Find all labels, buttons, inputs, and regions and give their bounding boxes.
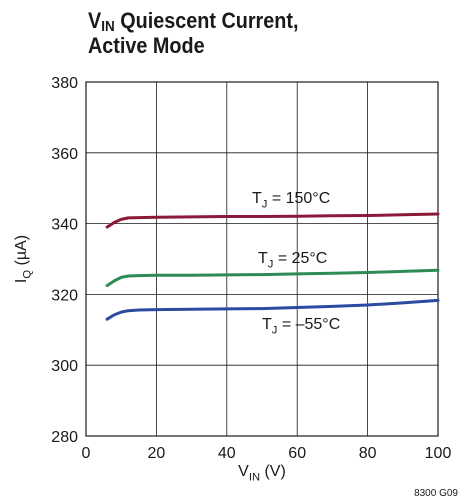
title-main: V bbox=[88, 8, 102, 33]
y-tick-label-3: 340 bbox=[51, 217, 78, 234]
y-tick-label-0: 280 bbox=[51, 429, 78, 446]
x-tick-label-2: 40 bbox=[218, 445, 236, 462]
x-tick-label-3: 60 bbox=[288, 445, 306, 462]
figure-code: 8300 G09 bbox=[414, 488, 458, 499]
y-tick-label-2: 320 bbox=[51, 287, 78, 304]
series-line-0 bbox=[105, 212, 440, 229]
x-tick-label-5: 100 bbox=[425, 445, 452, 462]
title-line2: Active Mode bbox=[88, 33, 205, 58]
series-label-0: TJ = 150°C bbox=[252, 190, 330, 210]
y-axis-label: IQ (µA) bbox=[13, 235, 33, 283]
title-subscript: IN bbox=[101, 18, 115, 35]
series-label-2: TJ = –55°C bbox=[262, 316, 340, 336]
y-tick-label-4: 360 bbox=[51, 146, 78, 163]
chart-title: VIN Quiescent Current, Active Mode bbox=[88, 8, 421, 58]
title-rest: Quiescent Current, bbox=[114, 8, 299, 33]
series-line-1 bbox=[105, 268, 440, 288]
series-line-2 bbox=[105, 298, 440, 321]
series-label-1: TJ = 25°C bbox=[258, 250, 327, 270]
y-tick-label-1: 300 bbox=[51, 358, 78, 375]
x-tick-label-0: 0 bbox=[82, 445, 91, 462]
plot-frame bbox=[85, 81, 439, 437]
x-tick-label-1: 20 bbox=[148, 445, 166, 462]
y-tick-label-5: 380 bbox=[51, 75, 78, 92]
x-tick-label-4: 80 bbox=[359, 445, 377, 462]
x-axis-label: VIN (V) bbox=[238, 463, 286, 483]
